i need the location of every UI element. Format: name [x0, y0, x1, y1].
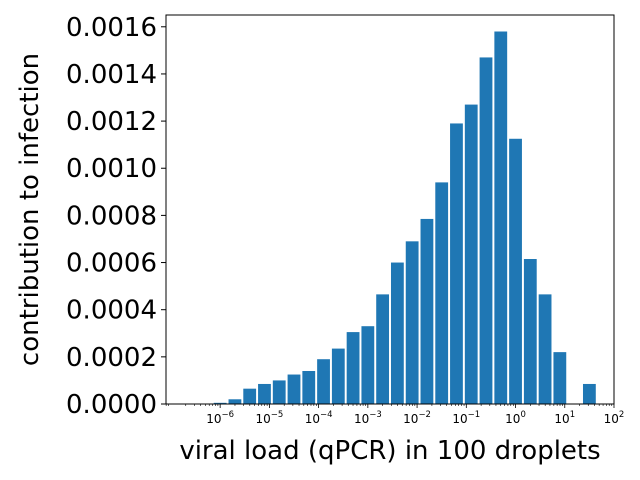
x-axis-label: viral load (qPCR) in 100 droplets — [179, 436, 600, 466]
x-tick-label: 101 — [554, 410, 575, 426]
bar-18 — [479, 57, 493, 404]
bar-8 — [331, 348, 345, 404]
x-tick-label: 10−3 — [354, 410, 382, 426]
x-tick-label: 102 — [604, 410, 625, 426]
bar-5 — [287, 374, 301, 404]
y-tick-label: 0.0004 — [66, 296, 157, 326]
x-tick-label: 10−6 — [206, 410, 234, 426]
x-tick-label: 10−4 — [305, 410, 333, 426]
bar-7 — [317, 359, 330, 404]
bar-12 — [390, 262, 404, 404]
bar-1 — [228, 399, 242, 404]
y-axis-ticks: 0.0000 0.0002 0.0004 0.0006 0.0008 0.0010 0.00… — [66, 13, 166, 420]
y-tick-label: 0.0000 — [66, 390, 157, 420]
bar-16 — [450, 123, 463, 404]
bar-9 — [346, 332, 360, 404]
plot-frame — [165, 14, 615, 405]
bar-6 — [302, 370, 316, 404]
bar-19 — [494, 31, 508, 405]
y-tick-label: 0.0006 — [66, 249, 157, 279]
x-axis-ticks: 10−6 10−5 10−4 10−3 10−2 10−1 100 101 102 — [165, 404, 625, 426]
bar-22 — [538, 294, 552, 404]
y-tick-label: 0.0002 — [66, 343, 157, 373]
bar-24 — [582, 383, 596, 404]
bar-10 — [361, 326, 375, 404]
x-tick-label: 10−1 — [452, 410, 480, 426]
bar-11 — [376, 294, 390, 404]
bar-4 — [272, 380, 286, 404]
y-tick-label: 0.0010 — [66, 154, 157, 184]
bar-14 — [420, 218, 434, 404]
bar-23 — [553, 352, 567, 404]
y-tick-label: 0.0016 — [66, 13, 157, 43]
x-tick-label: 10−2 — [403, 410, 431, 426]
bar-0 — [213, 402, 227, 404]
bar-17 — [464, 104, 478, 404]
bar-2 — [243, 388, 257, 404]
y-tick-label: 0.0014 — [66, 60, 157, 90]
bar-20 — [509, 138, 522, 405]
y-tick-label: 0.0012 — [66, 107, 157, 137]
x-tick-label: 10−5 — [255, 410, 283, 426]
y-tick-label: 0.0008 — [66, 201, 157, 231]
bars-group — [213, 31, 596, 405]
bar-15 — [435, 182, 449, 404]
bar-21 — [523, 259, 537, 404]
bar-13 — [405, 241, 419, 404]
bar-3 — [258, 383, 271, 404]
x-tick-label: 100 — [505, 410, 526, 426]
y-axis-label: contribution to infection — [15, 53, 45, 366]
